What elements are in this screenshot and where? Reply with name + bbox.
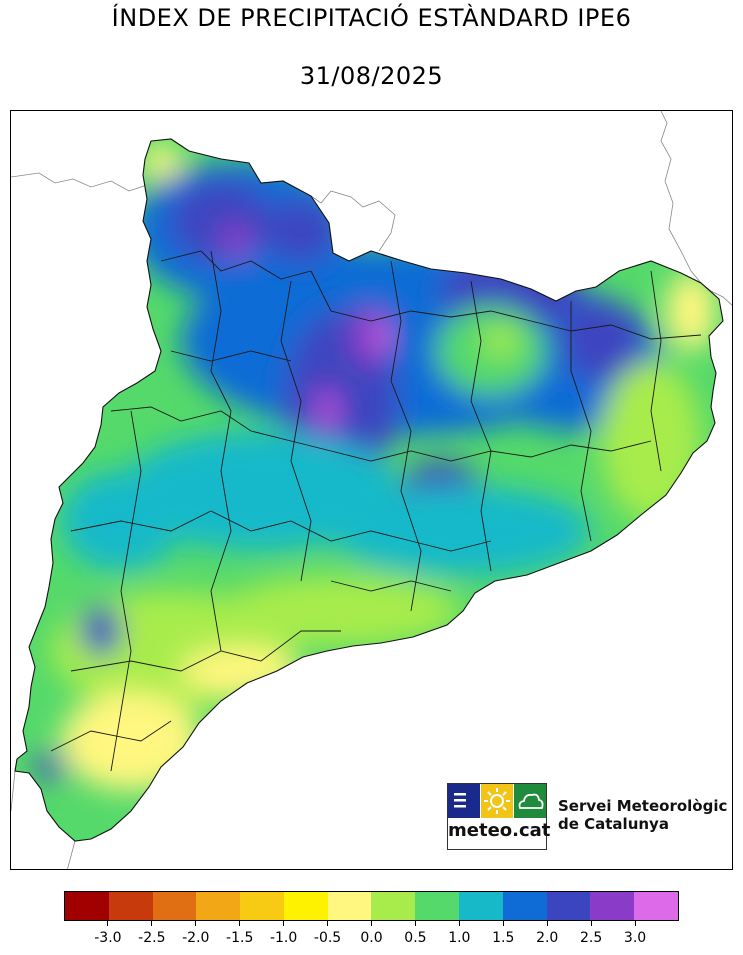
legend-tick <box>458 921 460 926</box>
legend-ticks <box>64 921 679 929</box>
comarca-borders <box>50 250 702 772</box>
logo-yellow-square <box>481 784 513 818</box>
map-date: 31/08/2025 <box>299 62 444 90</box>
legend-swatch <box>240 892 284 920</box>
legend-tick-label: 3.0 <box>623 930 647 946</box>
map-frame <box>10 110 733 870</box>
legend-tick <box>195 921 197 926</box>
legend-tick-label: -2.0 <box>182 930 210 946</box>
legend-tick <box>502 921 504 926</box>
sun-icon <box>484 788 510 814</box>
legend-swatch <box>371 892 416 920</box>
legend-swatch <box>283 892 328 920</box>
legend-tick-label: 2.5 <box>580 930 603 946</box>
legend-tick <box>151 921 153 926</box>
legend-tick-label: -1.0 <box>269 930 298 946</box>
legend-tick <box>546 921 548 926</box>
agency-line-2: de Catalunya <box>558 815 669 833</box>
meteocat-logo: meteo.cat <box>447 783 551 850</box>
logo-text: meteo.cat <box>448 820 551 841</box>
legend-colorbar <box>64 891 679 921</box>
lines-icon <box>454 793 466 808</box>
legend-tick-label: -0.5 <box>313 930 342 946</box>
legend-swatch <box>65 892 109 920</box>
legend-tick-label: 0.0 <box>360 930 383 946</box>
agency-name: Servei Meteorològic de Catalunya <box>558 797 727 833</box>
neighbour-borders <box>11 111 732 869</box>
legend-swatch <box>108 892 153 920</box>
legend-swatch <box>459 892 503 920</box>
legend-swatch <box>546 892 591 920</box>
logo-green-square <box>514 784 546 818</box>
legend-swatch <box>634 892 678 920</box>
logo-navy-square <box>448 784 480 818</box>
legend-tick <box>634 921 636 926</box>
legend-tick <box>371 921 372 926</box>
legend-tick-label: 2.0 <box>536 930 559 946</box>
legend-tick-label: -2.5 <box>138 930 166 946</box>
legend-swatch <box>152 892 197 920</box>
legend-swatch <box>415 892 460 920</box>
spi-map <box>11 111 732 869</box>
cloud-icon <box>518 793 544 809</box>
legend-swatch <box>590 892 635 920</box>
legend-tick <box>239 921 241 926</box>
legend-tick-label: 0.5 <box>404 930 427 946</box>
legend-swatch <box>327 892 372 920</box>
legend-tick-label: 1.5 <box>492 930 515 946</box>
legend-tick-label: -1.5 <box>226 930 254 946</box>
legend-tick <box>283 921 285 926</box>
legend-tick <box>327 921 329 926</box>
spi-field <box>15 139 723 841</box>
legend-tick-label: 1.0 <box>448 930 471 946</box>
map-title: ÍNDEX DE PRECIPITACIÓ ESTÀNDARD IPE6 <box>111 4 632 32</box>
legend-swatch <box>196 892 241 920</box>
legend-tick <box>590 921 592 926</box>
legend-tick <box>414 921 416 926</box>
legend-tick-label: -3.0 <box>94 930 122 946</box>
legend-tick <box>107 921 109 926</box>
legend-swatch <box>502 892 547 920</box>
agency-line-1: Servei Meteorològic <box>558 797 728 815</box>
